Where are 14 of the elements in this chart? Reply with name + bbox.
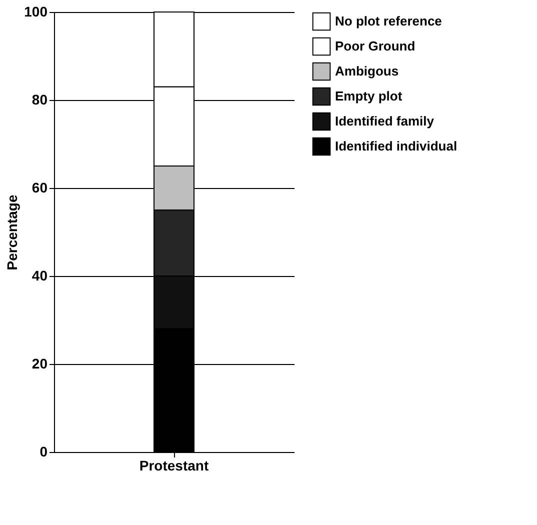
legend-label: Poor Ground (335, 38, 416, 54)
legend-label: Empty plot (335, 88, 403, 104)
y-tick-label: 0 (40, 444, 48, 460)
y-tick-label: 100 (24, 4, 48, 20)
legend-label: No plot reference (335, 14, 442, 28)
y-tick-label: 20 (32, 356, 48, 372)
x-tick-label: Protestant (139, 458, 209, 474)
y-tick-label: 60 (32, 180, 48, 196)
y-tick-label: 40 (32, 268, 48, 284)
legend-label: Identified family (335, 114, 435, 128)
legend-label: Identified individual (335, 138, 458, 154)
y-axis-title: Percentage (4, 194, 20, 270)
y-tick-label: 80 (32, 92, 48, 108)
legend-label: Ambigous (335, 64, 399, 78)
